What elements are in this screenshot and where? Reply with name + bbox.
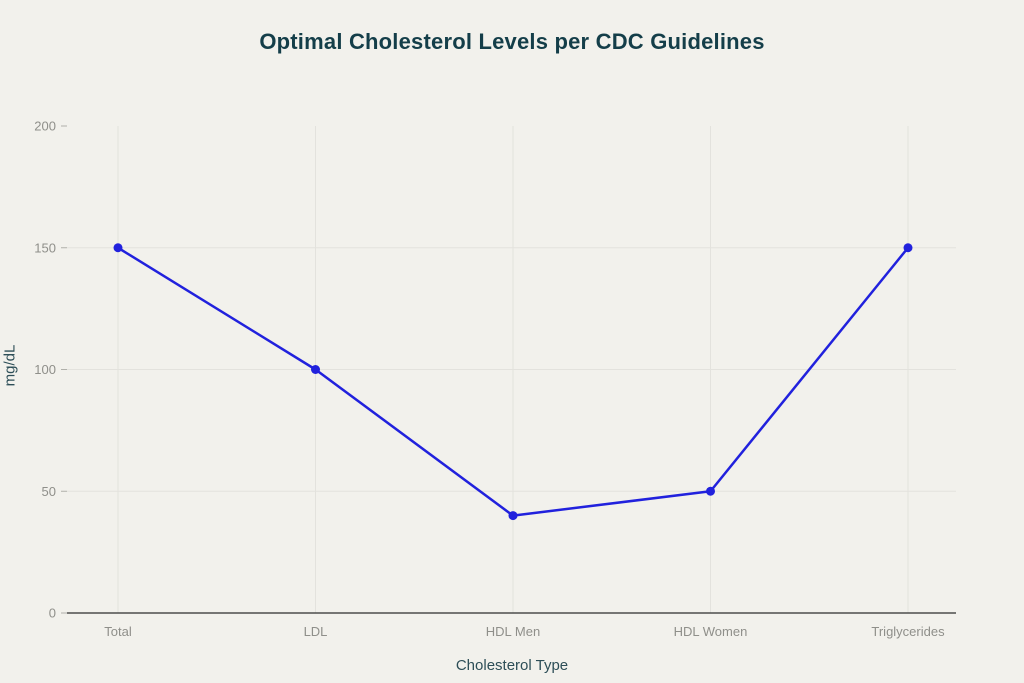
y-tick-label: 50 [42, 484, 56, 499]
data-point [113, 243, 123, 253]
x-tick-label: LDL [304, 624, 328, 639]
x-tick-label: HDL Women [674, 624, 748, 639]
x-tick-label: Triglycerides [871, 624, 945, 639]
y-tick-label: 150 [34, 240, 56, 255]
x-axis-title: Cholesterol Type [455, 657, 569, 674]
y-tick-label: 0 [49, 606, 56, 621]
data-point [508, 511, 518, 521]
chart-title: Optimal Cholesterol Levels per CDC Guide… [259, 29, 765, 54]
data-point [706, 486, 715, 496]
y-tick-label: 200 [34, 119, 56, 134]
y-tick-label: 100 [34, 362, 56, 377]
data-point [903, 243, 913, 253]
x-tick-label: Total [104, 624, 132, 639]
data-point [311, 365, 320, 374]
x-tick-label: HDL Men [486, 624, 540, 639]
